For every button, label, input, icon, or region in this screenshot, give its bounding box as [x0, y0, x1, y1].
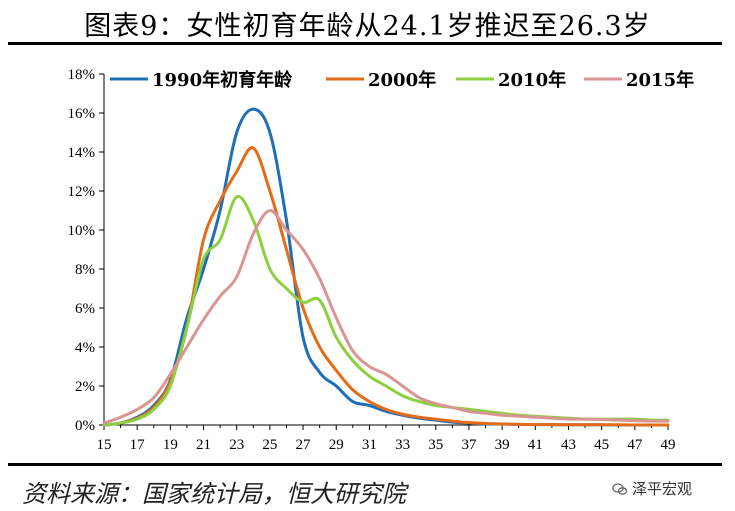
x-tick-label: 35	[428, 437, 443, 453]
source-note: 资料来源：国家统计局，恒大研究院	[22, 480, 406, 508]
x-tick-label: 47	[627, 437, 643, 453]
y-tick-label: 8%	[75, 262, 95, 278]
y-tick-label: 4%	[75, 340, 95, 356]
y-tick-label: 14%	[68, 145, 96, 161]
x-tick-label: 37	[461, 437, 477, 453]
title-divider	[8, 42, 722, 45]
legend-label-2: 2000年	[368, 69, 436, 91]
x-tick-label: 33	[395, 437, 410, 453]
y-tick-label: 2%	[75, 379, 95, 395]
x-tick-label: 19	[163, 437, 178, 453]
x-tick-label: 49	[661, 437, 676, 453]
y-tick-label: 10%	[68, 223, 96, 239]
y-tick-label: 18%	[68, 67, 96, 83]
x-tick-label: 27	[296, 437, 312, 453]
source-divider	[8, 463, 722, 466]
y-tick-label: 0%	[75, 418, 95, 434]
y-tick-label: 16%	[68, 106, 96, 122]
watermark-text: 泽平宏观	[632, 480, 693, 498]
series-line-1	[102, 107, 670, 427]
x-tick-label: 29	[329, 437, 344, 453]
x-tick-label: 15	[97, 437, 112, 453]
series-line-2	[102, 146, 670, 427]
series-line-4	[102, 209, 670, 425]
chart-area: 0% 2% 4% 6% 8% 10% 12% 14% 16% 18% 15 17 19 21 23 25 27…	[68, 67, 695, 453]
series-lines	[102, 107, 670, 427]
wechat-icon	[612, 482, 628, 495]
y-tick-label: 12%	[68, 184, 96, 200]
chart-title: 图表9：女性初育年龄从24.1岁推迟至26.3岁	[84, 11, 651, 42]
x-tick-label: 21	[196, 437, 211, 453]
x-tick-label: 25	[262, 437, 277, 453]
y-axis: 0% 2% 4% 6% 8% 10% 12% 14% 16% 18%	[68, 67, 105, 434]
x-tick-label: 41	[528, 437, 543, 453]
watermark: 泽平宏观	[612, 478, 692, 499]
x-tick-label: 39	[495, 437, 510, 453]
x-tick-label: 43	[561, 437, 576, 453]
x-tick-label: 17	[130, 437, 146, 453]
legend: 1990年初育年龄 2000年 2010年 2015年	[110, 69, 694, 91]
x-axis: 15 17 19 21 23 25 27 29 31 33 35 37 39 41 43 45 47 49	[97, 424, 676, 453]
x-tick-label: 23	[229, 437, 244, 453]
legend-label-4: 2015年	[626, 69, 694, 91]
legend-label-1: 1990年初育年龄	[152, 69, 293, 91]
y-tick-label: 6%	[75, 301, 95, 317]
x-tick-label: 45	[594, 437, 609, 453]
legend-label-3: 2010年	[498, 69, 566, 91]
x-tick-label: 31	[362, 437, 377, 453]
